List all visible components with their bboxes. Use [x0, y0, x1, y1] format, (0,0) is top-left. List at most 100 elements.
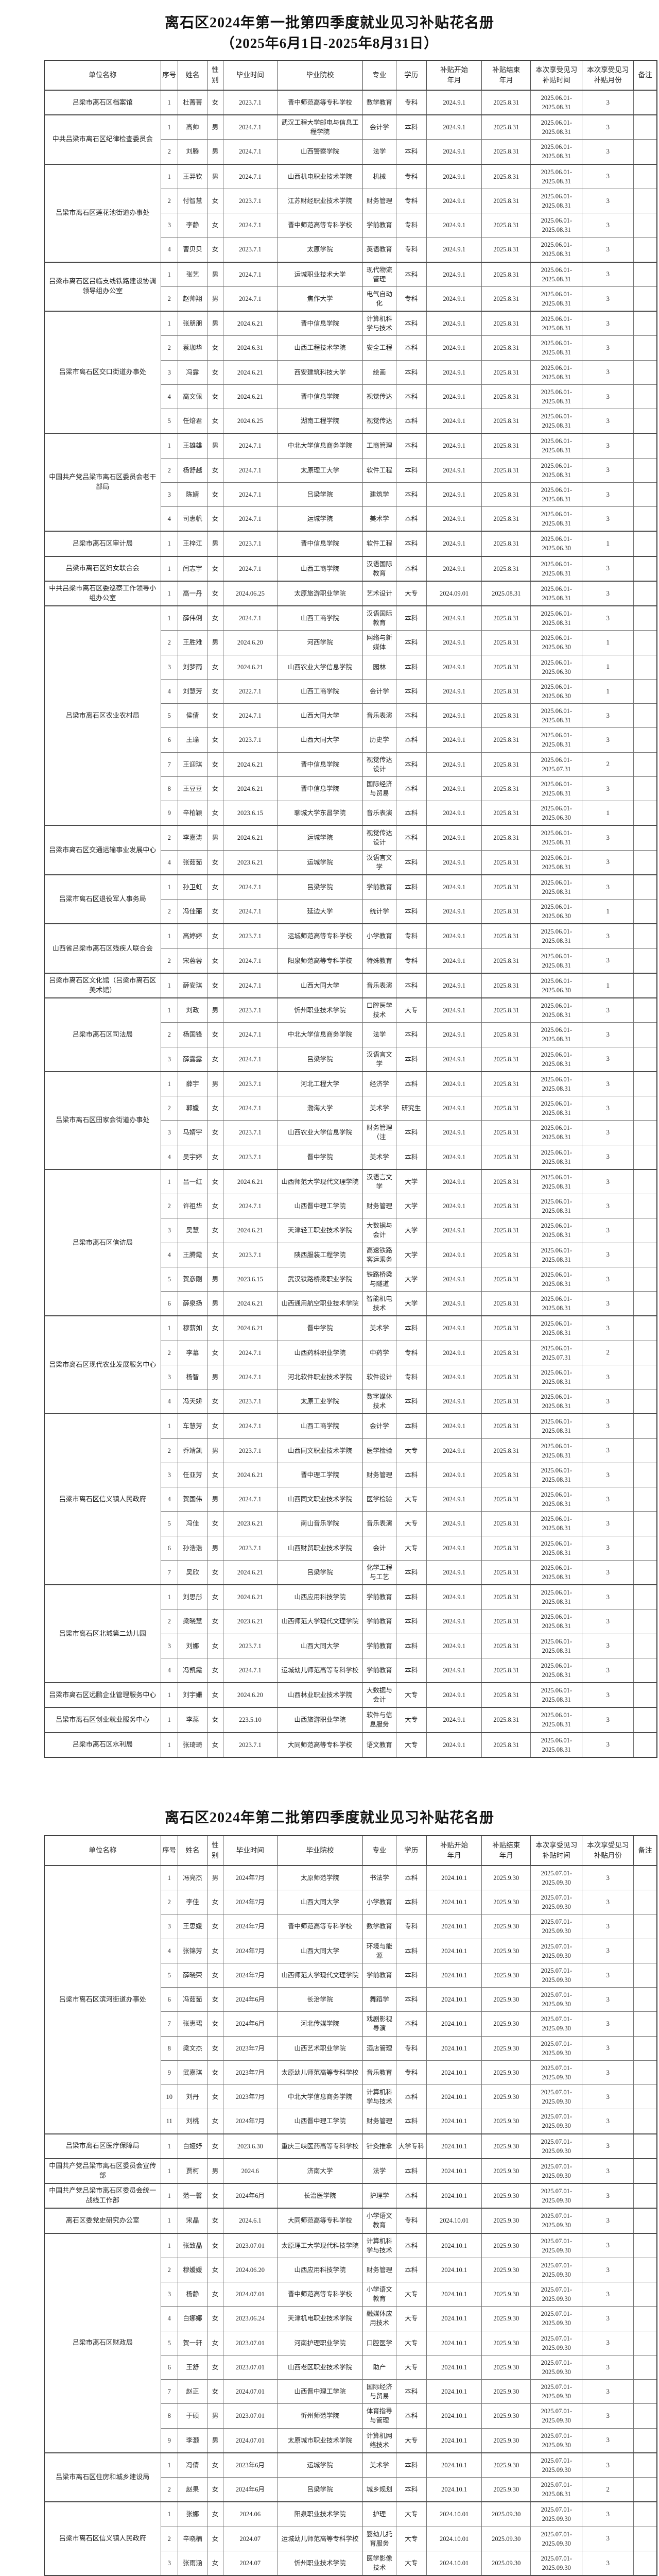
cell-major: 婴幼儿托育服务	[362, 2526, 396, 2551]
table-row: 3 吴慧女 2024.6.21 天津轻工职业技术学院 大数据与会计 大学 2024.9.1 2…	[44, 1218, 657, 1243]
cell-seq: 1	[160, 2501, 178, 2527]
cell-gender: 女	[207, 801, 223, 826]
cell-remark	[633, 2282, 657, 2307]
cell-end: 2025.8.31	[481, 409, 531, 434]
cell-school: 太原学院	[276, 237, 363, 263]
cell-end: 2025.8.31	[481, 335, 531, 361]
cell-grad-date: 2024.7.1	[222, 1413, 278, 1439]
roster-section-1: 离石区2024年第一批第四季度就业见习补贴花名册 （2025年6月1日-2025年…	[0, 12, 659, 1758]
cell-end: 2025.8.31	[481, 1022, 531, 1047]
cell-months: 3	[582, 139, 634, 165]
cell-seq: 1	[160, 2452, 178, 2478]
cell-period: 2025.06.01- 2025.08.31	[530, 997, 583, 1023]
cell-school: 太原理工大学现代科技学院	[276, 2232, 363, 2258]
cell-start: 2024.10.1	[426, 2232, 482, 2258]
cell-school: 河西学院	[276, 630, 363, 655]
cell-major: 计算机科学与技术	[362, 311, 396, 336]
cell-start: 2024.9.1	[426, 1609, 482, 1634]
cell-major: 中药学	[362, 1340, 396, 1365]
cell-gender: 女	[207, 1890, 223, 1915]
cell-months: 3	[582, 605, 634, 631]
cell-name: 吴宇婷	[177, 1144, 208, 1170]
cell-degree: 本科	[395, 139, 427, 165]
table-row: 4 曹贝贝女 2023.7.1 太原学院 英语教育 专科 2024.9.1 2025.8.31…	[44, 237, 657, 263]
cell-period: 2025.07.01- 2025.09.30	[530, 1938, 583, 1963]
cell-major: 汉语国际教育	[362, 605, 396, 631]
cell-major: 视觉传达设计	[362, 825, 396, 851]
table-row: 2 梁晓慧女 2023.6.21 山西师范大学现代文理学院 学前教育 本科 2024.9.1…	[44, 1609, 657, 1634]
cell-months: 3	[582, 2158, 634, 2184]
cell-remark	[633, 1511, 657, 1536]
table-row: 吕梁市离石区滨河街道办事处 1 冯亮杰男 2024年7月 太原师范学院 书法学 本科 2024…	[44, 1865, 657, 2134]
cell-remark	[633, 580, 657, 606]
cell-period: 2025.07.01- 2025.09.30	[530, 2183, 583, 2209]
cell-end: 2025.9.30	[481, 2428, 531, 2453]
cell-months: 3	[582, 2208, 634, 2234]
cell-name: 王瑜	[177, 727, 208, 753]
cell-grad-date: 2022.7.1	[222, 679, 278, 704]
cell-gender: 男	[207, 1364, 223, 1390]
cell-gender: 女	[207, 1242, 223, 1267]
cell-end: 2025.09.30	[481, 2550, 531, 2576]
cell-name: 张茹茹	[177, 850, 208, 875]
cell-remark	[633, 555, 657, 582]
cell-months: 3	[582, 2084, 634, 2110]
cell-start: 2024.9.1	[426, 801, 482, 826]
cell-school: 运城学院	[276, 506, 363, 532]
cell-seq: 9	[160, 801, 178, 826]
cell-school: 山西大同大学	[276, 972, 363, 998]
cell-grad-date: 2024.07	[222, 2550, 278, 2576]
cell-school: 山西工商学院	[276, 679, 363, 704]
cell-months: 3	[582, 2011, 634, 2037]
cell-grad-date: 2024.06	[222, 2501, 278, 2527]
cell-start: 2024.9.1	[426, 1194, 482, 1219]
cell-seq: 1	[160, 261, 178, 287]
cell-period: 2025.07.01- 2025.09.30	[530, 2526, 583, 2551]
cell-seq: 3	[160, 360, 178, 385]
table-row: 4 张锦芳女 2024年7月 山西大同大学 环境与能源 本科 2024.10.1 2025.9…	[44, 1938, 657, 1963]
cell-unit-name: 吕梁市离石区交口街道办事处	[44, 311, 161, 434]
cell-start: 2024.9.1	[426, 703, 482, 728]
cell-gender: 女	[207, 752, 223, 777]
cell-months: 3	[582, 1194, 634, 1219]
cell-start: 2024.9.1	[426, 531, 482, 557]
cell-school: 山西同文职业技术学院	[276, 1438, 363, 1463]
cell-name: 李灏	[177, 2428, 208, 2453]
cell-seq: 3	[160, 1120, 178, 1145]
cell-period: 2025.07.01- 2025.09.30	[530, 2306, 583, 2331]
cell-school: 晋中信息学院	[276, 752, 363, 777]
cell-seq: 1	[160, 163, 178, 189]
cell-school: 太原城市职业技术学院	[276, 2428, 363, 2453]
cell-gender: 女	[207, 1315, 223, 1341]
cell-major: 历史学	[362, 727, 396, 753]
cell-remark	[633, 89, 657, 115]
cell-months: 3	[582, 2183, 634, 2209]
cell-months: 3	[582, 2257, 634, 2283]
cell-school: 太原工业学院	[276, 1389, 363, 1414]
cell-months: 3	[582, 727, 634, 753]
cell-grad-date: 2024.06.20	[222, 2257, 278, 2283]
cell-months: 3	[582, 2550, 634, 2576]
cell-period: 2025.07.01- 2025.09.30	[530, 1914, 583, 1939]
cell-seq: 2	[160, 1890, 178, 1915]
cell-degree: 本科	[395, 2477, 427, 2502]
cell-grad-date: 2023.7.1	[222, 1389, 278, 1414]
roster-section-2: 离石区2024年第二批第四季度就业见习补贴花名册 单位名称 序号 姓名 性别 毕业时间 毕业…	[0, 1807, 659, 2576]
cell-start: 2024.9.1	[426, 1315, 482, 1341]
table-row: 吕梁市离石区信义镇人民政府 1 车慧芳女 2024.7.1 山西工商学院 会计学 本科 202…	[44, 1413, 657, 1585]
cell-degree: 本科	[395, 703, 427, 728]
cell-start: 2024.9.1	[426, 1732, 482, 1758]
cell-remark	[633, 1291, 657, 1316]
table-row: 2 付智慧女 2023.7.1 江苏财经职业技术学院 财务管理 专科 2024.9.1 202…	[44, 188, 657, 214]
cell-months: 3	[582, 163, 634, 189]
cell-major: 艺术设计	[362, 580, 396, 606]
column-header: 学历	[395, 60, 427, 91]
cell-months: 3	[582, 2060, 634, 2086]
column-header: 专业	[362, 1835, 396, 1866]
cell-school: 山西工商学院	[276, 1413, 363, 1439]
cell-major: 数字媒体技术	[362, 1389, 396, 1414]
cell-unit-name: 吕梁市离石区档案馆	[44, 89, 161, 115]
cell-grad-date: 2023.7.1	[222, 89, 278, 115]
cell-name: 刘思彤	[177, 1584, 208, 1610]
cell-degree: 本科	[395, 1962, 427, 1988]
